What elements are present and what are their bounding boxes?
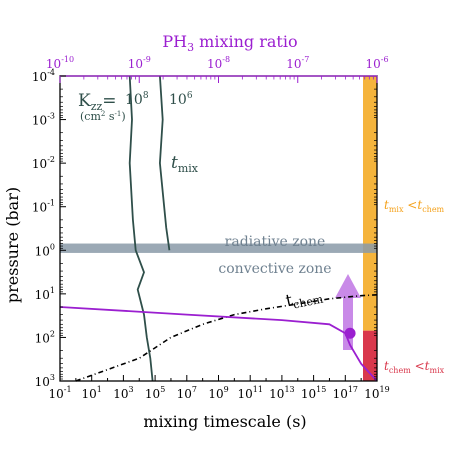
x-tick-label-8: 1015 <box>301 385 326 401</box>
tmix-label: tmix <box>171 153 199 175</box>
top-tick-label-4: 10-6 <box>365 55 388 71</box>
top-axis-title-rest: mixing ratio <box>194 32 298 51</box>
right-bottom-lt: < <box>411 359 425 373</box>
right-bottom-s1: chem <box>389 366 411 375</box>
series-line-1 <box>158 75 171 251</box>
kzz-value-1e8-exp: 8 <box>143 91 149 101</box>
series-line-0 <box>128 75 154 382</box>
tchem-sub: chem <box>292 292 325 311</box>
y-tick-label-1: 10-3 <box>32 112 55 128</box>
x-tick-label-2: 103 <box>113 385 133 401</box>
right-bottom-t1: t <box>384 359 389 373</box>
right-top-s2: chem <box>422 205 444 214</box>
y-tick-label-7: 103 <box>35 373 55 389</box>
y-tick-label-2: 10-2 <box>32 155 55 171</box>
series-line-2 <box>75 294 378 382</box>
kzz-value-1e6: 106 <box>169 91 193 108</box>
right-top-s1: mix <box>389 205 404 214</box>
quench-arrow-shaft <box>343 298 353 350</box>
top-axis-title-sub: 3 <box>187 41 194 54</box>
right-top-t1: t <box>384 198 389 212</box>
top-axis-title: PH3 mixing ratio <box>162 32 297 54</box>
kzz-units-s: s <box>105 110 114 123</box>
kzz-units-close: ) <box>121 110 125 123</box>
tmix-t: t <box>171 153 178 173</box>
tmix-sub: mix <box>178 162 199 175</box>
chart-axes: 10-1 101 103 105 107 109 1011 1013 1015 1017 10191… <box>32 55 390 401</box>
top-tick-label-1: 10-9 <box>128 55 151 71</box>
kzz-units-exp2: -1 <box>115 110 122 118</box>
side-band-0 <box>363 76 377 331</box>
chart-regions <box>60 76 377 381</box>
kzz-value-1e6-base: 10 <box>169 92 187 108</box>
top-axis-title-main: PH <box>162 32 187 51</box>
y-tick-label-4: 100 <box>35 242 55 258</box>
convective-zone-label: convective zone <box>218 261 331 277</box>
right-top-lt: < <box>403 198 417 212</box>
x-tick-label-7: 1013 <box>269 385 294 401</box>
series-line-3 <box>59 306 378 382</box>
x-tick-label-0: 10-1 <box>48 385 71 401</box>
y-tick-label-3: 10-1 <box>32 199 55 215</box>
x-tick-label-3: 105 <box>145 385 165 401</box>
tchem-t: t <box>284 290 295 310</box>
x-tick-label-5: 109 <box>208 385 228 401</box>
chart-series <box>59 75 378 382</box>
right-bottom-s2: mix <box>429 366 444 375</box>
zone-boundary-band <box>60 243 377 253</box>
top-tick-label-2: 10-8 <box>207 55 230 71</box>
kzz-value-1e6-exp: 6 <box>187 91 193 101</box>
quench-arrow-head <box>335 274 361 298</box>
top-tick-label-0: 10-10 <box>46 55 74 71</box>
x-axis-label: mixing timescale (s) <box>143 412 306 431</box>
x-tick-label-4: 107 <box>177 385 197 401</box>
kzz-main: K <box>78 91 91 111</box>
right-bottom-annotation: tchem <tmix <box>384 359 445 375</box>
tchem-label: tchem <box>284 284 325 313</box>
x-tick-label-9: 1017 <box>333 385 358 401</box>
kzz-units-open: (cm <box>80 110 101 123</box>
y-axis-label: pressure (bar) <box>3 187 22 303</box>
x-tick-label-1: 101 <box>82 385 102 401</box>
radiative-zone-label: radiative zone <box>225 234 326 250</box>
y-tick-label-6: 102 <box>35 329 55 345</box>
top-tick-label-3: 10-7 <box>286 55 309 71</box>
y-tick-label-5: 101 <box>35 286 55 302</box>
kzz-units: (cm2 s-1) <box>80 110 126 123</box>
right-top-annotation: tmix <tchem <box>384 198 445 214</box>
kzz-sub: zz <box>91 100 103 113</box>
kzz-value-1e8: 108 <box>125 91 149 108</box>
kzz-units-exp: 2 <box>101 110 105 118</box>
kzz-value-1e8-base: 10 <box>125 92 143 108</box>
x-tick-label-10: 1019 <box>364 385 389 401</box>
kzz-label: Kzz= <box>78 91 117 113</box>
x-tick-label-6: 1011 <box>237 385 262 401</box>
right-top-t2: t <box>417 198 422 212</box>
right-bottom-t2: t <box>425 359 430 373</box>
kzz-eq: = <box>102 91 116 111</box>
y-tick-label-0: 10-4 <box>32 68 55 84</box>
quench-point <box>344 327 356 339</box>
